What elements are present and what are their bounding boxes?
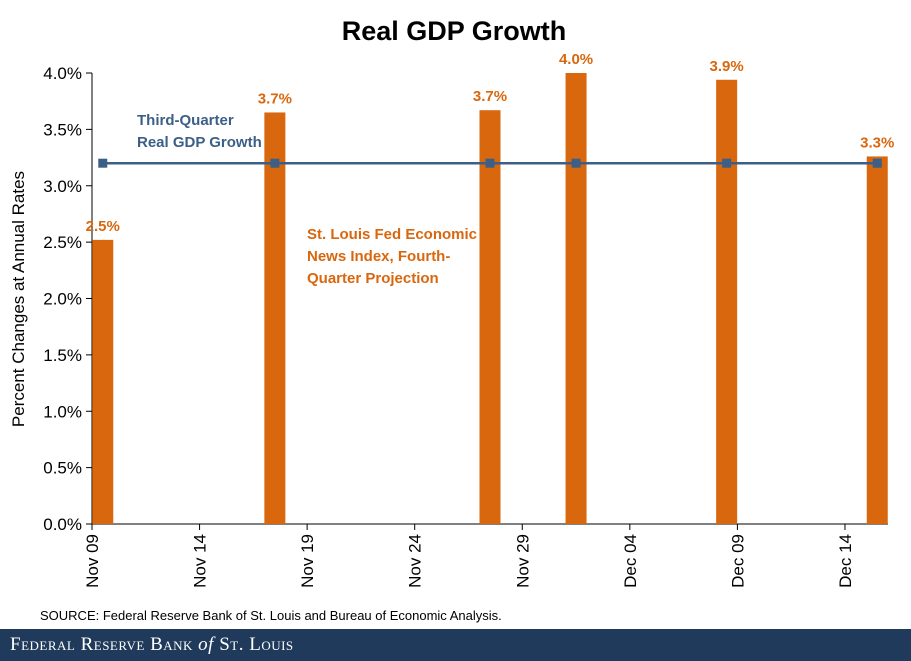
- y-tick-label: 4.0%: [43, 64, 82, 83]
- bar: [479, 110, 501, 525]
- bar-value-label: 4.0%: [559, 51, 593, 68]
- y-tick-label: 0.0%: [43, 515, 82, 534]
- annotations: Third-Quarter Real GDP Growth St. Louis Fe…: [137, 112, 477, 287]
- footer-brand-of: of: [198, 634, 214, 655]
- bar: [92, 239, 114, 524]
- bar-value-label: 3.7%: [473, 88, 507, 105]
- bar: [264, 112, 286, 525]
- y-tick-label: 1.5%: [43, 346, 82, 365]
- y-tick-label: 1.0%: [43, 402, 82, 421]
- bar-series-annotation: St. Louis Fed Economic: [307, 226, 477, 243]
- y-axis-label: Percent Changes at Annual Rates: [9, 171, 28, 427]
- x-tick-label: Nov 14: [191, 534, 210, 588]
- y-tick-label: 0.5%: [43, 459, 82, 478]
- bar-value-label: 3.9%: [710, 58, 744, 75]
- x-tick-label: Nov 09: [83, 534, 102, 588]
- y-axis: 0.0% 0.5% 1.0% 1.5% 2.0% 2.5% 3.0% 3.5% 4.0%: [43, 64, 93, 534]
- bar-value-label: 2.5%: [86, 218, 120, 235]
- bar: [716, 79, 738, 524]
- line-marker: [270, 158, 280, 168]
- line-series: [98, 158, 882, 168]
- y-tick-label: 2.0%: [43, 290, 82, 309]
- bar-series-annotation: Quarter Projection: [307, 270, 439, 287]
- line-marker: [872, 158, 882, 168]
- footer-brand-part1: Federal Reserve Bank: [10, 634, 193, 655]
- bar: [565, 73, 587, 524]
- bar-value-label: 3.3%: [860, 134, 894, 151]
- bar-series-annotation: News Index, Fourth-: [307, 248, 450, 265]
- y-tick-label: 3.5%: [43, 120, 82, 139]
- bar-value-label: 3.7%: [258, 90, 292, 107]
- footer-brand: Federal Reserve Bank of St. Louis: [0, 629, 911, 661]
- bar: [866, 156, 888, 524]
- y-tick-label: 3.0%: [43, 177, 82, 196]
- footer-brand-part2: St. Louis: [219, 634, 294, 655]
- x-tick-label: Nov 24: [406, 534, 425, 588]
- source-note: SOURCE: Federal Reserve Bank of St. Loui…: [40, 608, 502, 623]
- x-tick-label: Dec 14: [836, 534, 855, 588]
- bar-series: 2.5% 3.7% 3.7% 4.0% 3.9% 3.3%: [86, 51, 894, 525]
- line-marker: [98, 158, 108, 168]
- x-tick-label: Nov 19: [298, 534, 317, 588]
- line-marker: [722, 158, 732, 168]
- x-tick-label: Dec 04: [621, 534, 640, 588]
- chart-title: Real GDP Growth: [342, 16, 567, 46]
- line-series-annotation: Third-Quarter: [137, 112, 234, 129]
- line-series-annotation: Real GDP Growth: [137, 134, 262, 151]
- x-tick-label: Nov 29: [513, 534, 532, 588]
- y-tick-label: 2.5%: [43, 233, 82, 252]
- chart: Real GDP Growth Percent Changes at Annua…: [9, 16, 894, 623]
- line-marker: [485, 158, 495, 168]
- line-marker: [571, 158, 581, 168]
- x-tick-label: Dec 09: [728, 534, 747, 588]
- x-axis: Nov 09 Nov 14 Nov 19 Nov 24 Nov 29 Dec 04 Dec …: [83, 523, 888, 588]
